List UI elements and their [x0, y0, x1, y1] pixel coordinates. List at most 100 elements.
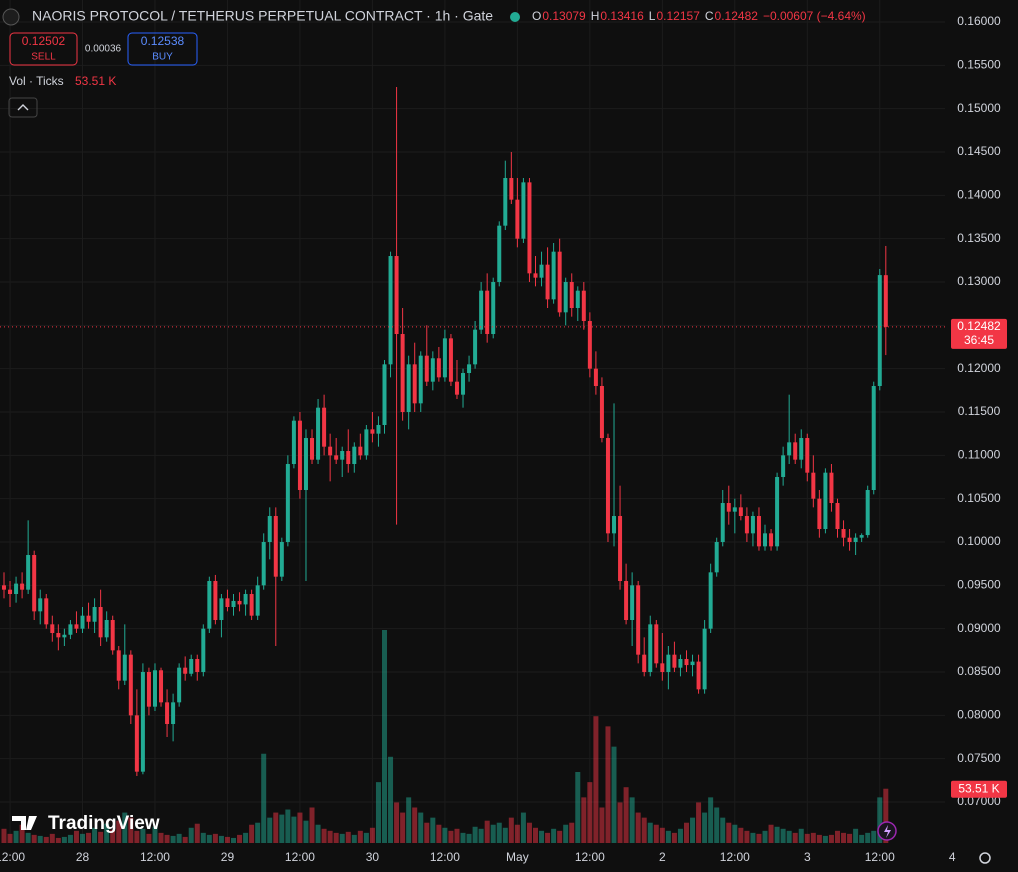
volume-bar	[478, 828, 484, 843]
candle-body	[696, 661, 701, 690]
volume-bar	[563, 824, 569, 843]
candle-body	[781, 455, 786, 478]
volume-bar	[496, 822, 502, 843]
last-price-label: 0.12482	[957, 319, 1001, 333]
volume-bar	[635, 812, 641, 843]
candle-body	[116, 650, 121, 681]
candle-body	[533, 273, 538, 278]
volume-bar	[587, 782, 593, 843]
volume-bar	[871, 830, 877, 843]
candle-body	[122, 654, 127, 681]
x-tick-label: 3	[804, 850, 811, 864]
volume-bar	[1, 828, 7, 843]
volume-bar	[61, 836, 67, 843]
volume-bar	[237, 834, 243, 843]
candle-body	[708, 572, 713, 629]
ohlc-key: C	[705, 9, 714, 23]
candle-body	[370, 429, 375, 434]
candle-body	[551, 251, 556, 300]
candle-body	[50, 624, 55, 634]
candle-body	[225, 598, 230, 608]
candle-body	[702, 628, 707, 690]
volume-bar	[539, 830, 545, 843]
candle-body	[581, 290, 586, 322]
volume-bar	[182, 836, 188, 843]
candle-body	[352, 446, 357, 465]
candle-body	[189, 659, 194, 674]
ohlc-key: O	[532, 9, 541, 23]
volume-bar	[659, 827, 665, 843]
axes: 0.070000.075000.080000.085000.090000.095…	[0, 14, 1007, 864]
volume-bar	[744, 830, 750, 843]
candle-body	[859, 535, 864, 538]
candle-body	[612, 516, 617, 534]
candle-body	[744, 516, 749, 534]
candle-body	[92, 607, 97, 622]
x-tick-label: 12:00	[285, 850, 315, 864]
candle-body	[461, 373, 466, 395]
candle-body	[285, 464, 290, 543]
volume-bar	[508, 817, 514, 843]
volume-bar	[647, 822, 653, 843]
candle-body	[322, 407, 327, 447]
volume-bar	[714, 807, 720, 843]
y-tick-label: 0.11500	[958, 404, 1001, 418]
volume-bar	[750, 832, 756, 843]
volume-bar	[73, 830, 79, 843]
candle-body	[509, 178, 514, 200]
y-tick-label: 0.10500	[957, 491, 1001, 505]
candle-body	[104, 620, 109, 638]
volume-bar	[285, 809, 291, 843]
x-tick-label: 12:00	[430, 850, 460, 864]
candle-body	[165, 702, 170, 725]
volume-bar	[677, 828, 683, 843]
volume-bar	[424, 822, 430, 843]
candle-body	[418, 355, 423, 404]
ohlc-key: L	[649, 9, 656, 23]
ohlc-legend: O 0.13079 H 0.13416 L 0.12157 C 0.12482 −0.00607…	[532, 9, 866, 23]
volume-bar	[490, 824, 496, 843]
sell-button[interactable]	[9, 32, 78, 66]
y-tick-label: 0.08500	[957, 664, 1001, 678]
candle-body	[738, 507, 743, 517]
volume-bar	[822, 835, 828, 843]
volume-bar	[605, 726, 611, 843]
volume-bar	[297, 812, 303, 843]
buy-button[interactable]	[127, 32, 198, 66]
volume-bar	[13, 830, 19, 843]
candle-body	[62, 634, 67, 638]
volume-bar	[218, 835, 224, 843]
candle-body	[436, 358, 441, 378]
candle-body	[563, 282, 568, 313]
candle-body	[279, 542, 284, 577]
candle-body	[448, 338, 453, 382]
candle-body	[316, 407, 321, 460]
countdown-label: 36:45	[964, 333, 994, 347]
volume-bar	[375, 782, 381, 843]
candle-body	[636, 585, 641, 655]
volume-bar	[708, 797, 714, 843]
volume-bar	[261, 753, 267, 843]
candle-body	[630, 585, 635, 621]
candle-body	[575, 290, 580, 309]
candle-body	[454, 381, 459, 395]
volume-bar	[575, 772, 581, 843]
volume-bar	[25, 832, 31, 843]
candle-body	[159, 670, 164, 703]
volume-bar	[231, 837, 237, 843]
settings-icon[interactable]	[979, 852, 991, 864]
volume-bar	[104, 823, 110, 843]
volume-bar	[502, 827, 508, 843]
volume-bar	[418, 812, 424, 843]
candle-body	[358, 446, 363, 456]
candle-body	[146, 672, 151, 707]
x-tick-label: 30	[366, 850, 380, 864]
ohlc-key: H	[591, 9, 600, 23]
collapse-icon	[17, 104, 29, 111]
volume-bar	[623, 787, 629, 843]
volume-tag	[951, 780, 1007, 798]
candle-body	[152, 670, 157, 707]
chart-title: NAORIS PROTOCOL / TETHERUS PERPETUAL CON…	[32, 8, 493, 24]
collapse-button[interactable]	[8, 97, 38, 118]
